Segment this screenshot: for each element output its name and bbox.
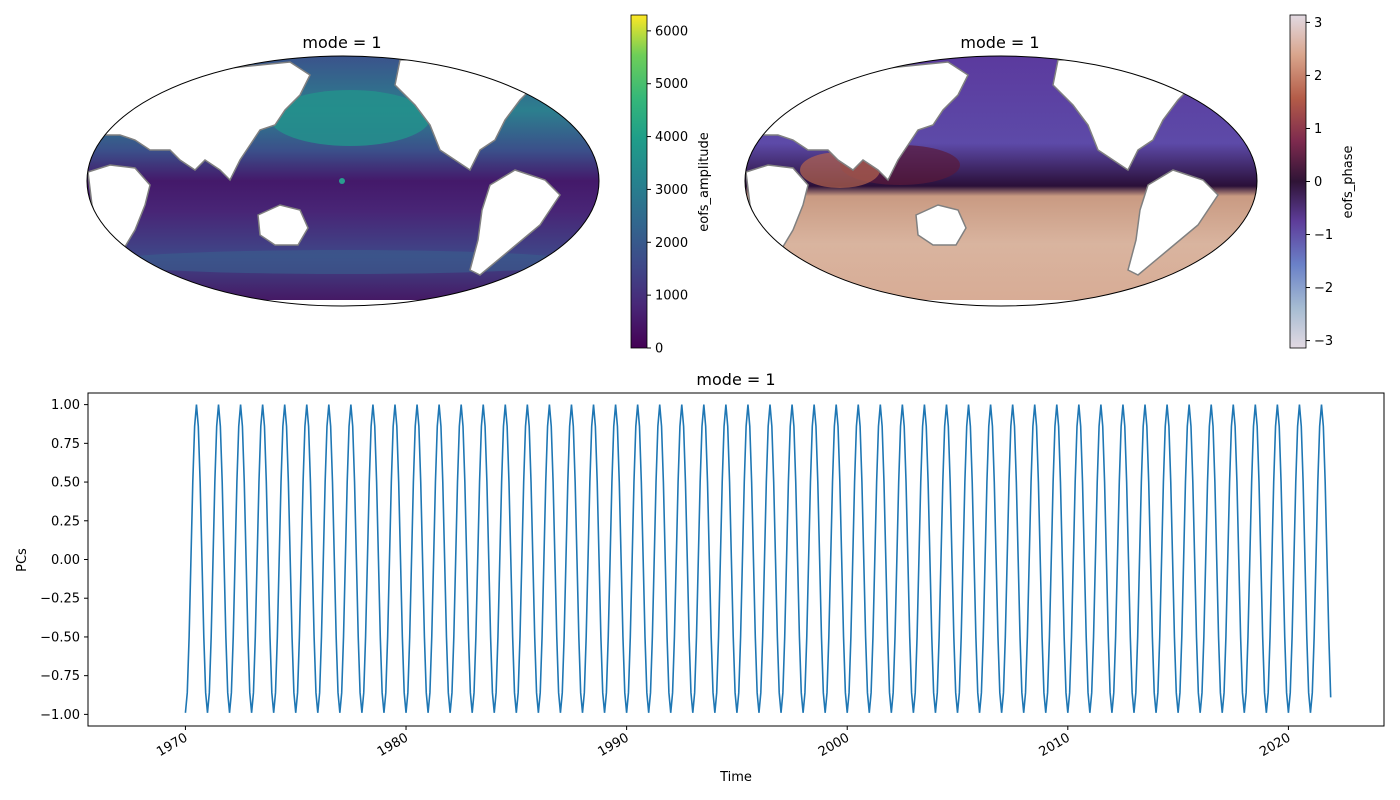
colorbar-tick-label: 2 — [1314, 69, 1322, 84]
y-tick-label: 0.00 — [51, 553, 80, 568]
amplitude-point-marker — [339, 178, 345, 184]
phase-colorbar — [1289, 14, 1307, 349]
map-amplitude-title: mode = 1 — [302, 33, 381, 52]
y-tick-label: 1.00 — [51, 398, 80, 413]
colorbar-tick-label: −3 — [1314, 334, 1333, 349]
amplitude-colorbar — [630, 14, 648, 349]
colorbar-tick-label: 0 — [655, 342, 663, 357]
amplitude-colorbar-ticks: 0 1000 2000 3000 4000 5000 6000 — [647, 24, 688, 357]
pcs-x-axis-label: Time — [719, 770, 752, 785]
y-tick-label: −1.00 — [40, 708, 80, 723]
y-tick-label: −0.50 — [40, 630, 80, 645]
pcs-y-axis-label: PCs — [15, 548, 30, 572]
map-phase: mode = 1 −3 −2 −1 0 1 2 3 eofs_phase — [744, 14, 1356, 349]
map-phase-boundary — [744, 55, 1258, 307]
south-america-land — [1127, 169, 1219, 276]
phase-colorbar-ticks: −3 −2 −1 0 1 2 3 — [1306, 16, 1333, 349]
pcs-line-chart: mode = 1 −1.00 −0.75 −0.50 −0.25 0.00 0.25 0.5… — [15, 370, 1385, 785]
colorbar-tick-label: 3 — [1314, 16, 1322, 31]
map-phase-title: mode = 1 — [960, 33, 1039, 52]
colorbar-tick-label: 6000 — [655, 24, 688, 39]
colorbar-tick-label: 5000 — [655, 77, 688, 92]
colorbar-tick-label: 4000 — [655, 130, 688, 145]
pcs-y-axis-ticks: −1.00 −0.75 −0.50 −0.25 0.00 0.25 0.50 0.75 1.00 — [40, 398, 88, 723]
colorbar-tick-label: 0 — [1314, 175, 1322, 190]
y-tick-label: 0.50 — [51, 476, 80, 491]
south-america-land — [469, 169, 561, 276]
x-tick-label: 2020 — [1257, 730, 1293, 760]
x-tick-label: 1980 — [375, 730, 411, 760]
colorbar-tick-label: 1 — [1314, 122, 1322, 137]
x-tick-label: 2000 — [816, 730, 852, 760]
pcs-series-line — [184, 404, 1332, 713]
antarctica-edge — [180, 300, 500, 306]
pcs-chart-title: mode = 1 — [696, 370, 775, 389]
australia-land — [257, 204, 309, 246]
x-tick-label: 1990 — [595, 730, 631, 760]
australia-land — [915, 204, 967, 246]
colorbar-tick-label: 2000 — [655, 236, 688, 251]
antarctica-edge — [838, 300, 1158, 306]
eurasia-land — [88, 61, 311, 182]
y-tick-label: −0.25 — [40, 592, 80, 607]
amplitude-colorbar-label: eofs_amplitude — [697, 132, 712, 232]
pcs-x-axis-ticks: 1970 1980 1990 2000 2010 2020 — [154, 726, 1293, 760]
x-tick-label: 2010 — [1037, 730, 1073, 760]
x-tick-label: 1970 — [154, 730, 190, 760]
amplitude-southern-band — [103, 250, 583, 274]
y-tick-label: 0.25 — [51, 514, 80, 529]
colorbar-tick-label: 3000 — [655, 183, 688, 198]
colorbar-tick-label: −2 — [1314, 281, 1333, 296]
y-tick-label: 0.75 — [51, 437, 80, 452]
colorbar-tick-label: −1 — [1314, 228, 1333, 243]
amplitude-north-pacific-high — [270, 90, 430, 146]
y-tick-label: −0.75 — [40, 669, 80, 684]
phase-colorbar-label: eofs_phase — [1341, 145, 1356, 218]
colorbar-tick-label: 1000 — [655, 289, 688, 304]
map-amplitude-boundary — [86, 55, 600, 307]
eurasia-land — [746, 61, 969, 182]
